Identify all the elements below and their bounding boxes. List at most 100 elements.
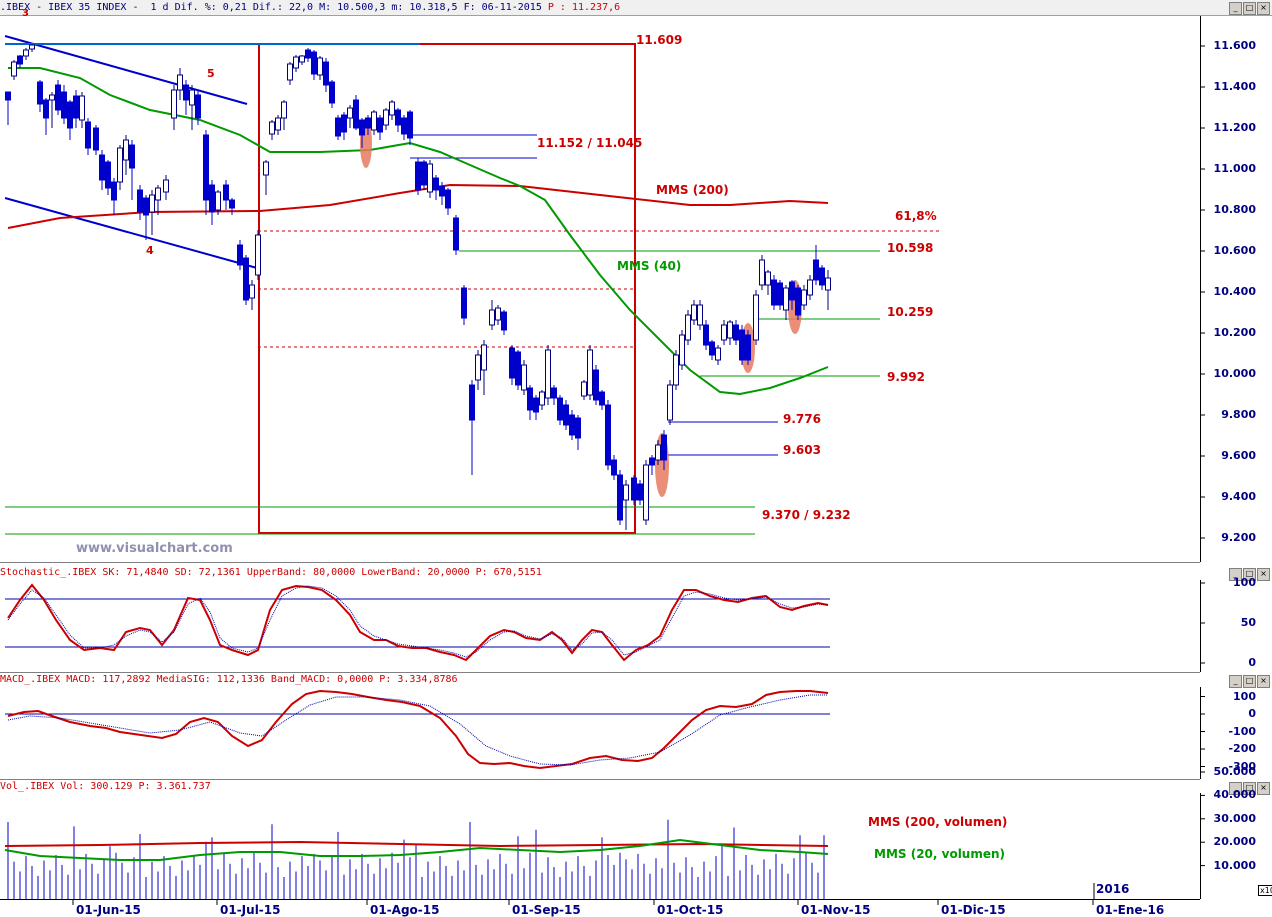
candle-body: [453, 217, 459, 251]
vol-maximize-icon[interactable]: □: [1243, 782, 1256, 795]
vol-y-tick-label: 40.000: [1213, 788, 1256, 802]
candle-body: [685, 314, 691, 341]
candle-body: [123, 139, 129, 161]
candle-body: [813, 259, 819, 281]
price-header-text: .IBEX - IBEX 35 INDEX - 1 d Dif. %: 0,21…: [0, 2, 542, 13]
candle-body: [599, 391, 605, 406]
vol-close-icon[interactable]: ×: [1257, 782, 1270, 795]
volume-legend-mms20: MMS (20, volumen): [874, 847, 1006, 861]
candle-body: [237, 244, 243, 266]
candle-body: [215, 191, 221, 211]
stoch-close-icon[interactable]: ×: [1257, 568, 1270, 581]
candle-body: [29, 44, 35, 50]
candle-body: [395, 109, 401, 126]
candle-body: [501, 311, 507, 331]
candle-body: [189, 89, 195, 106]
candle-body: [323, 61, 329, 86]
candle-body: [551, 387, 557, 399]
stochastic-header: Stochastic_.IBEX SK: 71,4840 SD: 72,1361…: [0, 565, 542, 580]
candle-body: [433, 177, 439, 191]
volume-header-text: Vol_.IBEX Vol: 300.129 P: 3.361.737: [0, 781, 211, 792]
vol-mms200-line: [4, 840, 829, 848]
candle-body: [55, 84, 61, 111]
x-axis-label: 01-Sep-15: [512, 903, 581, 917]
candle-body: [93, 127, 99, 151]
vol-minimize-icon[interactable]: _: [1229, 782, 1242, 795]
candle-body: [623, 484, 629, 501]
label-10259: 10.259: [887, 305, 934, 319]
candle-body: [407, 111, 413, 139]
candle-body: [269, 121, 275, 135]
candle-body: [85, 121, 91, 149]
candle-body: [209, 184, 215, 213]
candle-body: [481, 344, 487, 371]
candle-body: [739, 329, 745, 361]
maximize-icon[interactable]: □: [1243, 2, 1256, 15]
candle-body: [117, 147, 123, 183]
candle-body: [563, 404, 569, 426]
candle-body: [605, 404, 611, 466]
candle-body: [377, 117, 383, 133]
candle-body: [649, 457, 655, 466]
x-axis-label: 01-Oct-15: [657, 903, 724, 917]
stoch-y-axis: [1200, 580, 1272, 672]
minimize-icon[interactable]: _: [1229, 2, 1242, 15]
candle-body: [533, 397, 539, 413]
candle-body: [67, 101, 73, 129]
candle-body: [771, 279, 777, 306]
candle-body: [489, 309, 495, 326]
close-icon[interactable]: ×: [1257, 2, 1270, 15]
price-y-tick-label: 9.400: [1221, 490, 1256, 503]
macd-close-icon[interactable]: ×: [1257, 675, 1270, 688]
candle-body: [697, 304, 703, 326]
candle-body: [383, 109, 389, 126]
macd-y-tick-label: -200: [1228, 742, 1256, 755]
volume-scale-badge: x10: [1258, 885, 1272, 896]
candle-body: [329, 81, 335, 104]
stoch-minimize-icon[interactable]: _: [1229, 568, 1242, 581]
candle-body: [129, 144, 135, 169]
candle-body: [371, 111, 377, 131]
macd-line: [7, 689, 829, 770]
candle-body: [149, 194, 155, 213]
label-10598: 10.598: [887, 241, 934, 255]
price-y-tick-label: 9.600: [1221, 449, 1256, 462]
candle-body: [617, 474, 623, 521]
candle-body: [439, 185, 445, 197]
candle-body: [569, 414, 575, 436]
candle-body: [359, 119, 365, 136]
candle-body: [777, 282, 783, 306]
candle-body: [311, 51, 317, 75]
candle-body: [727, 321, 733, 339]
candle-body: [263, 161, 269, 176]
macd-y-tick-label: -300: [1228, 759, 1256, 773]
candle-body: [495, 307, 501, 321]
stoch-maximize-icon[interactable]: □: [1243, 568, 1256, 581]
candle-body: [637, 483, 643, 501]
macd-minimize-icon[interactable]: _: [1229, 675, 1242, 688]
candle-body: [365, 117, 371, 129]
candle-body: [23, 49, 29, 57]
candle-body: [5, 91, 11, 101]
price-y-tick-label: 9.200: [1221, 531, 1256, 544]
candle-body: [317, 57, 323, 76]
price-y-tick-label: 11.000: [1213, 162, 1256, 175]
candle-body: [825, 277, 831, 291]
candle-body: [249, 284, 255, 299]
candle-body: [545, 349, 551, 399]
candle-body: [679, 334, 685, 366]
candle-body: [461, 287, 467, 319]
candle-body: [581, 381, 587, 397]
x-axis-label: 01-Ago-15: [370, 903, 440, 917]
vol-y-tick-label: 20.000: [1213, 835, 1256, 849]
channel-upper-line: [4, 35, 248, 105]
macd-header-text: MACD_.IBEX MACD: 117,2892 MediaSIG: 112,…: [0, 674, 458, 685]
candle-body: [275, 117, 281, 131]
candle-body: [17, 55, 23, 65]
label-9370-9232: 9.370 / 9.232: [762, 508, 851, 522]
macd-y-axis: [1200, 687, 1272, 779]
macd-maximize-icon[interactable]: □: [1243, 675, 1256, 688]
candle-body: [753, 294, 759, 341]
candle-body: [789, 281, 795, 301]
